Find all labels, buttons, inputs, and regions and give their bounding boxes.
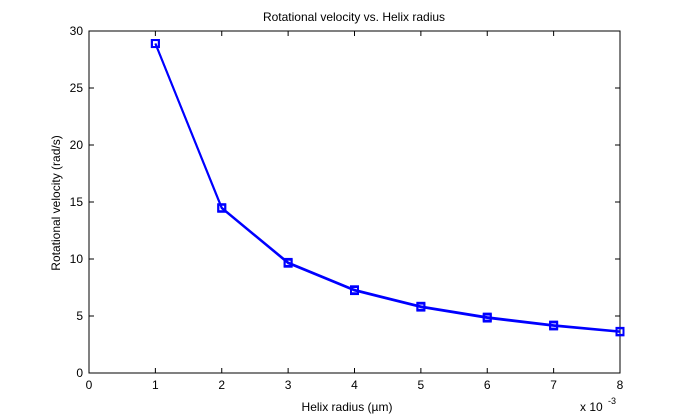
data-point-marker bbox=[350, 285, 359, 295]
y-tick-label: 0 bbox=[76, 366, 83, 380]
data-point-marker bbox=[549, 320, 559, 330]
y-tick-label: 30 bbox=[70, 24, 84, 38]
x-tick-label: 0 bbox=[86, 378, 93, 392]
plot-area bbox=[88, 30, 621, 374]
x-tick-label: 4 bbox=[351, 378, 358, 392]
y-tick-label: 25 bbox=[70, 81, 84, 95]
x-axis-multiplier: x 10 -3 bbox=[580, 396, 616, 414]
data-point-marker bbox=[482, 312, 492, 322]
x-tick-label: 1 bbox=[152, 378, 159, 392]
data-point-marker bbox=[283, 257, 293, 267]
data-point-marker bbox=[416, 301, 426, 311]
x-tick-label: 2 bbox=[218, 378, 225, 392]
chart-title: Rotational velocity vs. Helix radius bbox=[263, 10, 445, 24]
x-multiplier-exponent: -3 bbox=[608, 396, 616, 406]
y-tick-label: 10 bbox=[70, 252, 84, 266]
x-axis-ticks: 0 1 2 3 4 5 6 7 8 bbox=[86, 31, 624, 392]
y-tick-label: 5 bbox=[76, 309, 83, 323]
x-axis-label: Helix radius (µm) bbox=[302, 400, 393, 414]
x-tick-label: 6 bbox=[484, 378, 491, 392]
y-axis-label: Rotational velocity (rad/s) bbox=[49, 135, 63, 270]
series-layer bbox=[150, 39, 625, 337]
x-multiplier-base: x 10 bbox=[580, 400, 603, 414]
y-tick-label: 15 bbox=[70, 195, 84, 209]
data-point-marker bbox=[150, 39, 160, 49]
data-point-marker bbox=[615, 326, 625, 336]
y-axis-ticks: 0 5 10 15 20 25 30 bbox=[70, 24, 620, 380]
x-tick-label: 5 bbox=[418, 378, 425, 392]
series-line-2 bbox=[154, 43, 621, 333]
x-tick-label: 7 bbox=[550, 378, 557, 392]
x-tick-label: 8 bbox=[617, 378, 624, 392]
data-point-marker bbox=[217, 203, 227, 213]
x-tick-label: 3 bbox=[285, 378, 292, 392]
y-tick-label: 20 bbox=[70, 138, 84, 152]
